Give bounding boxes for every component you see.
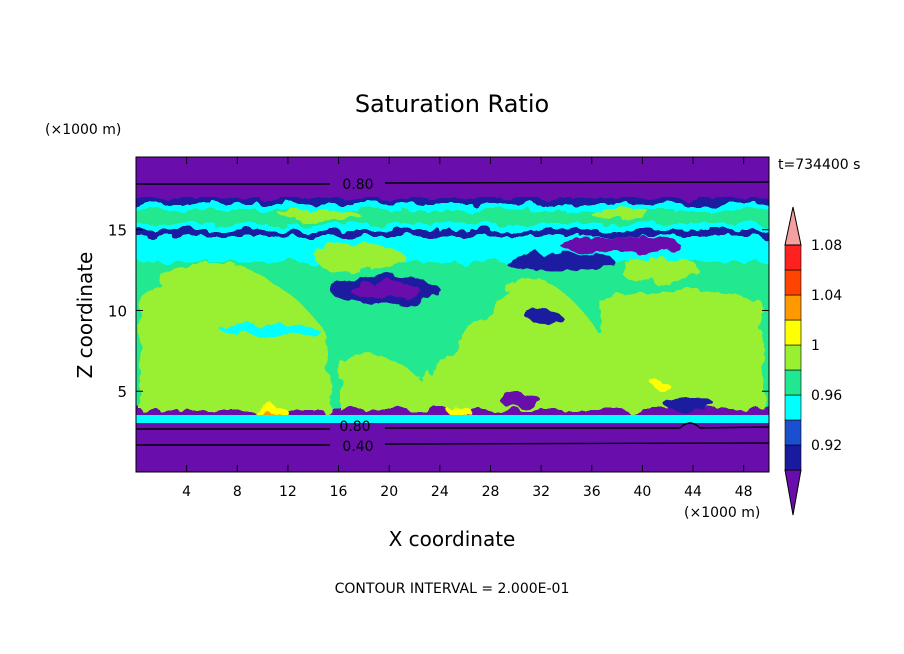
colorbar-segment [784,369,802,396]
contour-label-top: 0.80 [342,177,373,193]
y-axis-label: Z coordinate [73,252,97,379]
x-tick-label: 12 [279,484,297,500]
x-tick-label: 32 [532,484,550,500]
contour-label-low: 0.40 [342,439,373,455]
colorbar-low-triangle [784,469,802,516]
colorbar-high-triangle [784,206,802,246]
y-tick-label: 15 [108,222,127,240]
x-unit-label: (×1000 m) [684,505,760,521]
colorbar-segment [784,394,802,421]
x-tick-label: 44 [684,484,702,500]
y-axis: 5 10 15 [108,222,769,401]
contour-label-mid: 0.80 [339,419,370,435]
colorbar-segment [784,294,802,321]
y-tick-label: 10 [108,302,127,320]
x-tick-label: 4 [182,484,191,500]
colorbar-segment [784,319,802,346]
colorbar: 0.92 0.96 1 1.04 1.08 [784,206,842,516]
colorbar-segment [784,269,802,296]
x-axis: 4 8 12 16 20 24 28 32 36 40 44 48 [182,157,753,500]
y-unit-label: (×1000 m) [45,122,121,138]
x-tick-label: 48 [735,484,753,500]
x-tick-label: 36 [583,484,601,500]
colorbar-tick-label: 0.92 [811,438,842,454]
x-tick-label: 40 [633,484,651,500]
x-tick-label: 8 [233,484,242,500]
time-label: t=734400 s [778,157,860,173]
plot-frame [135,156,770,473]
colorbar-tick-label: 0.96 [811,388,842,404]
contour-interval-footer: CONTOUR INTERVAL = 2.000E-01 [335,581,570,597]
colorbar-tick-label: 1.08 [811,238,842,254]
heatmap-field [136,157,769,472]
x-axis-label: X coordinate [389,527,516,551]
colorbar-segment [784,244,802,271]
colorbar-segment [784,444,802,471]
x-tick-label: 20 [380,484,398,500]
y-tick-label: 5 [117,383,127,401]
x-tick-label: 16 [330,484,348,500]
colorbar-segment [784,344,802,371]
x-tick-label: 28 [482,484,500,500]
x-tick-label: 24 [431,484,449,500]
colorbar-tick-label: 1 [811,338,820,354]
colorbar-tick-label: 1.04 [811,288,842,304]
chart-title: Saturation Ratio [355,90,549,118]
colorbar-segment [784,419,802,446]
